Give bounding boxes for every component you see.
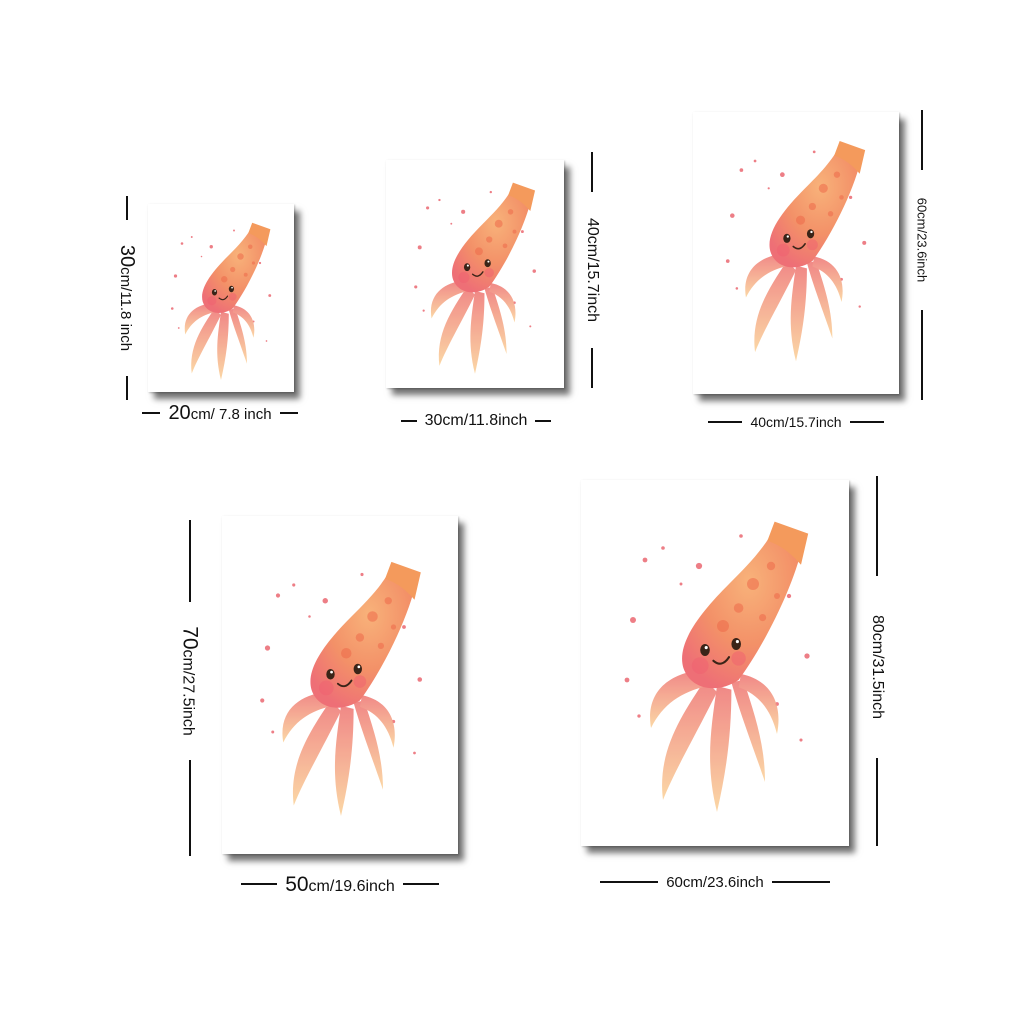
height-dimension-60x80: 80cm/31.5inch xyxy=(862,476,892,846)
print-20x30 xyxy=(148,204,294,392)
width-label: 30cm/11.8inch xyxy=(424,412,528,429)
width-dimension-40x60: 40cm/15.7inch xyxy=(693,412,899,432)
width-unit-label: cm/19.6inch xyxy=(308,877,395,895)
print-50x70 xyxy=(222,516,458,854)
squid-icon xyxy=(623,520,811,814)
height-unit-label: cm/27.5inch xyxy=(179,649,197,736)
height-label: 80cm/31.5inch xyxy=(869,614,886,720)
height-dimension-40x60: 60cm/23.6inch xyxy=(908,110,936,400)
width-dimension-20x30: 20cm/ 7.8 inch xyxy=(138,402,302,424)
height-dimension-30x40: 40cm/15.7inch xyxy=(578,152,606,388)
width-label: 40cm/15.7inch xyxy=(750,414,842,430)
squid-icon xyxy=(170,222,272,381)
print-40x60 xyxy=(693,112,899,394)
height-label: 40cm/15.7inch xyxy=(584,217,601,323)
width-value-big: 20 xyxy=(168,402,191,424)
height-value-big: 70 xyxy=(178,626,202,650)
width-dimension-50x70: 50cm/19.6inch xyxy=(222,872,458,896)
squid-icon xyxy=(259,560,424,818)
width-dimension-30x40: 30cm/11.8inch xyxy=(386,410,566,432)
squid-icon xyxy=(725,140,868,363)
width-value-big: 50 xyxy=(285,872,309,896)
height-dimension-50x70: 70cm/27.5inch xyxy=(174,520,206,856)
height-value-big: 30 xyxy=(116,244,138,268)
squid-icon xyxy=(413,181,537,375)
height-label: 60cm/23.6inch xyxy=(914,197,930,283)
width-dimension-60x80: 60cm/23.6inch xyxy=(581,872,849,892)
width-unit-label: cm/ 7.8 inch xyxy=(190,406,272,423)
width-label: 60cm/23.6inch xyxy=(666,873,764,891)
height-unit-label: cm/11.8 inch xyxy=(117,267,134,352)
print-60x80 xyxy=(581,480,849,846)
print-30x40 xyxy=(386,160,564,388)
height-dimension-20x30: 30cm/11.8 inch xyxy=(112,196,142,400)
